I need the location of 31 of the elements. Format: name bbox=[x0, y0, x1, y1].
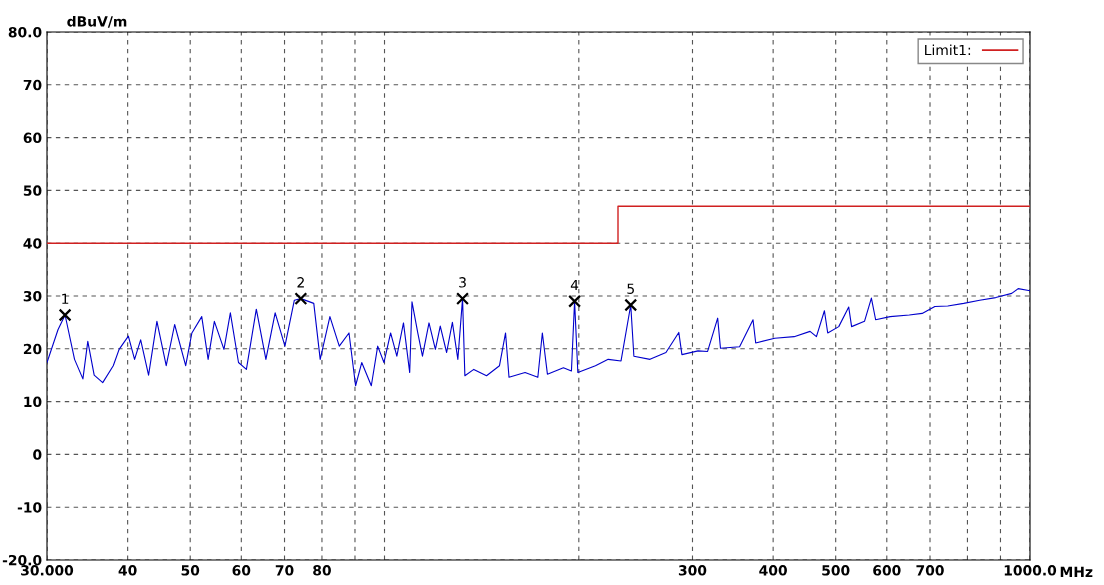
x-tick-label: 700 bbox=[916, 565, 944, 576]
x-tick-label: 300 bbox=[678, 565, 707, 576]
x-tick-label: 80 bbox=[313, 565, 331, 576]
y-tick-label: -10 bbox=[17, 502, 42, 513]
x-tick-label: 70 bbox=[275, 565, 294, 576]
y-tick-label: 60 bbox=[23, 132, 42, 144]
y-tick-label: -20.0 bbox=[2, 554, 42, 566]
y-tick-label: 50 bbox=[23, 185, 42, 196]
y-tick-label: 40 bbox=[23, 238, 42, 249]
y-tick-label: 10 bbox=[24, 396, 42, 408]
x-tick-label: 30.000 bbox=[21, 565, 74, 576]
y-tick-label: 0 bbox=[33, 449, 42, 460]
x-tick-label: 400 bbox=[759, 565, 787, 576]
legend-label: Limit1: bbox=[925, 44, 971, 56]
y-tick-label: 30 bbox=[23, 290, 42, 302]
annotation: 3 bbox=[459, 277, 466, 288]
y-tick-label: 70 bbox=[23, 79, 42, 91]
y-axis-title: dBuV/m bbox=[67, 15, 127, 28]
annotation: 5 bbox=[627, 283, 634, 294]
x-tick-label: 50 bbox=[181, 565, 200, 576]
x-tick-label: 1000.0 bbox=[1004, 565, 1057, 576]
x-tick-label: 60 bbox=[232, 565, 251, 576]
annotation: 2 bbox=[297, 277, 304, 288]
x-tick-label: 600 bbox=[873, 565, 901, 576]
x-axis-title: MHz bbox=[1060, 566, 1093, 577]
y-tick-label: 80.0 bbox=[8, 26, 42, 38]
x-tick-label: 40 bbox=[118, 565, 137, 576]
annotation: 4 bbox=[570, 279, 579, 291]
y-tick-label: 20 bbox=[23, 343, 42, 355]
x-tick-label: 500 bbox=[822, 565, 850, 576]
annotation: 1 bbox=[62, 293, 69, 304]
